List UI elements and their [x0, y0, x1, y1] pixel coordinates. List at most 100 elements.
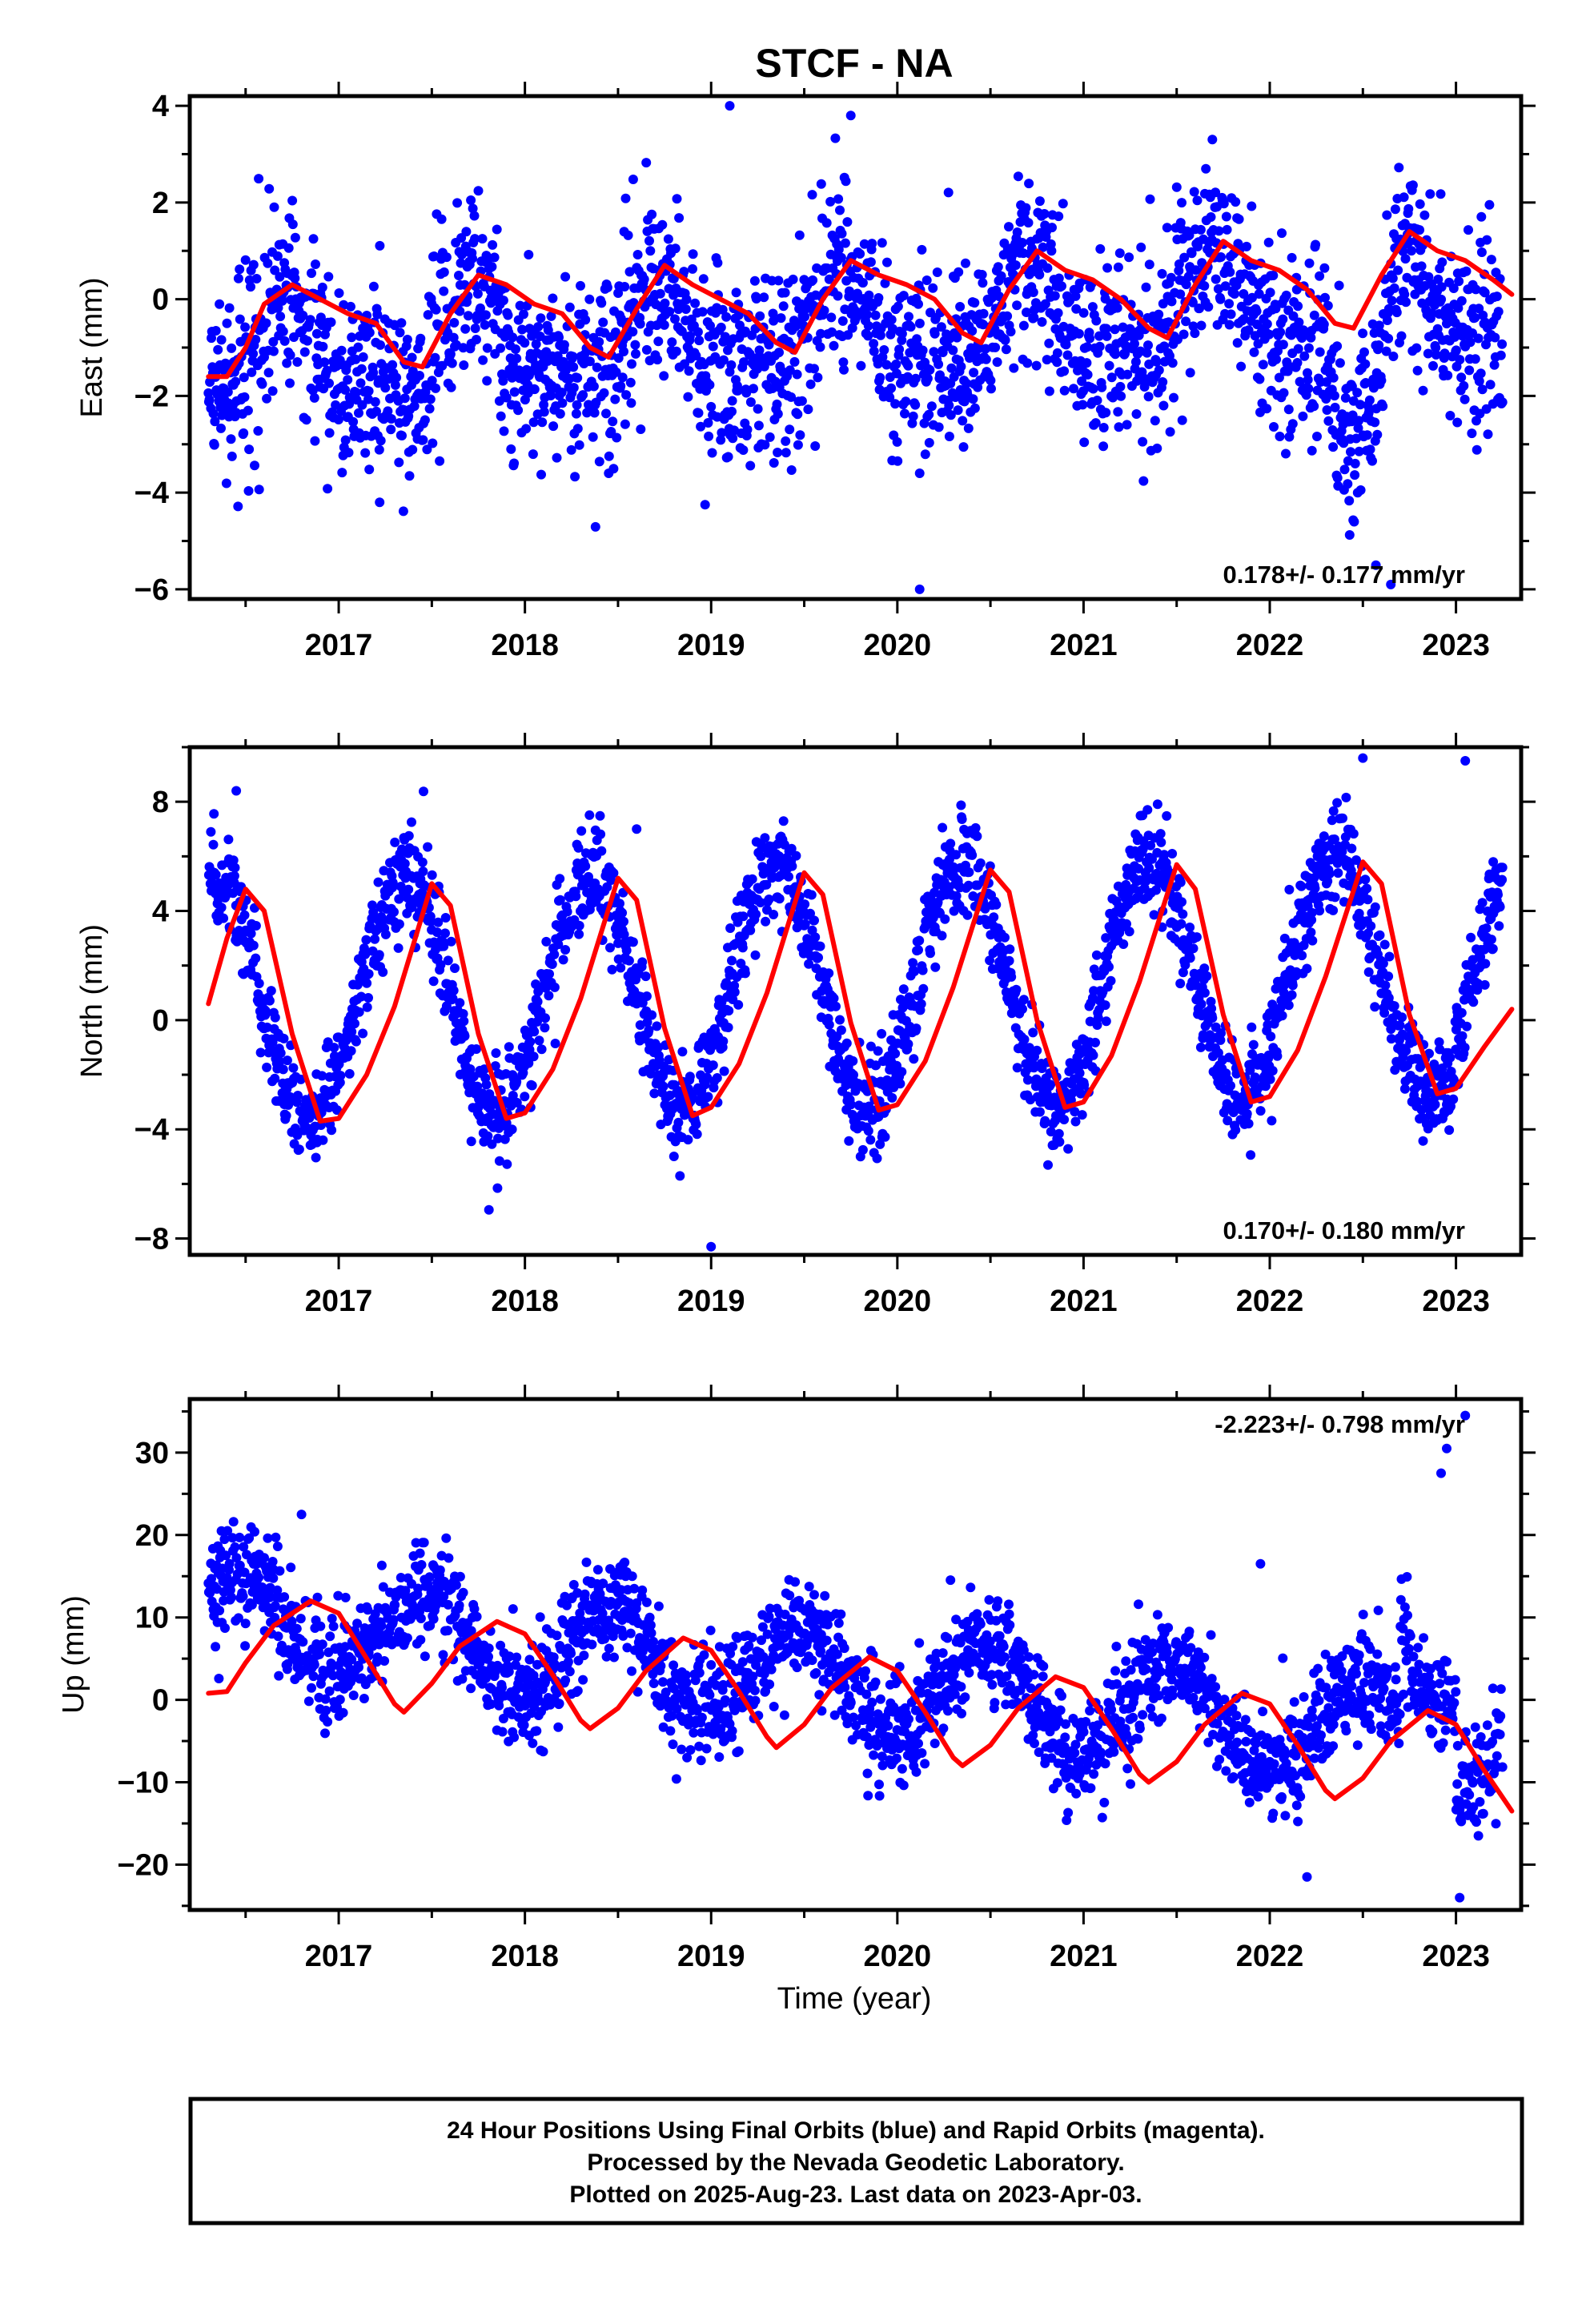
- plot-frame: [187, 745, 1524, 1257]
- data-point: [875, 1139, 885, 1149]
- data-point: [917, 244, 927, 255]
- data-point: [459, 1016, 469, 1027]
- data-point: [1162, 810, 1172, 821]
- data-point: [532, 996, 543, 1007]
- data-point: [640, 971, 651, 982]
- data-point: [287, 195, 298, 206]
- data-point: [387, 360, 398, 370]
- data-point: [1166, 272, 1176, 283]
- data-point: [528, 417, 539, 428]
- data-point: [1354, 446, 1364, 456]
- data-point: [408, 444, 418, 455]
- data-point: [501, 392, 512, 403]
- data-point: [562, 907, 572, 917]
- data-point: [774, 348, 784, 358]
- data-point: [816, 179, 826, 189]
- data-point: [423, 310, 433, 320]
- data-point: [693, 408, 704, 418]
- data-point: [835, 1015, 845, 1025]
- data-point: [873, 1046, 883, 1056]
- data-point: [1493, 307, 1504, 317]
- data-point: [1143, 340, 1153, 351]
- data-point: [1444, 1125, 1455, 1136]
- data-point: [1190, 328, 1200, 339]
- data-point: [248, 259, 259, 270]
- data-point: [1352, 388, 1363, 398]
- data-point: [628, 298, 639, 308]
- data-point: [1295, 376, 1305, 387]
- data-point: [1380, 980, 1391, 991]
- data-point: [864, 1101, 874, 1112]
- data-point: [493, 1133, 503, 1144]
- data-point: [1476, 951, 1486, 962]
- data-point: [592, 362, 602, 372]
- data-point: [1159, 850, 1170, 860]
- data-point: [1215, 294, 1226, 304]
- fit-line: [206, 229, 1515, 380]
- data-point: [428, 976, 439, 987]
- data-point: [568, 362, 579, 372]
- data-point: [344, 1068, 355, 1079]
- data-point: [1221, 211, 1231, 222]
- data-point: [580, 861, 591, 871]
- data-point: [336, 345, 347, 356]
- data-point: [961, 258, 970, 268]
- data-point: [985, 955, 995, 966]
- data-point: [1428, 360, 1438, 371]
- data-point: [229, 870, 239, 881]
- data-point: [1075, 1088, 1086, 1099]
- data-point: [1039, 209, 1050, 219]
- data-point: [374, 444, 384, 455]
- data-point: [1283, 404, 1294, 415]
- data-point: [481, 1080, 492, 1090]
- data-point: [532, 1016, 542, 1027]
- data-point: [1220, 281, 1231, 292]
- data-point: [235, 314, 245, 324]
- data-point: [773, 275, 784, 286]
- data-point: [710, 352, 721, 362]
- data-point: [531, 339, 541, 349]
- data-point: [509, 387, 520, 397]
- data-point: [930, 962, 941, 972]
- data-point: [793, 409, 803, 420]
- x-tick-label: 2023: [1422, 1285, 1490, 1318]
- data-point: [1184, 230, 1195, 240]
- data-point: [492, 1183, 503, 1193]
- data-point: [512, 1076, 522, 1087]
- data-point: [1009, 363, 1019, 373]
- data-point: [856, 360, 866, 371]
- data-point: [1213, 1047, 1223, 1058]
- data-point: [1028, 1027, 1038, 1038]
- data-point: [694, 336, 705, 346]
- data-point: [787, 861, 797, 871]
- data-point: [422, 444, 432, 455]
- data-point: [978, 278, 988, 288]
- data-point: [1344, 496, 1355, 506]
- data-point: [482, 376, 492, 386]
- data-point: [756, 851, 766, 862]
- data-point: [804, 959, 814, 969]
- outlier-point: [914, 584, 925, 594]
- data-point: [347, 332, 357, 343]
- data-point: [1082, 358, 1092, 368]
- data-point: [1364, 404, 1375, 415]
- data-point: [628, 937, 638, 947]
- data-point: [288, 1063, 299, 1073]
- data-point: [556, 388, 567, 397]
- data-point: [1440, 1073, 1451, 1084]
- data-point: [956, 800, 966, 810]
- data-point: [380, 929, 391, 939]
- data-point: [1333, 868, 1343, 879]
- data-point: [1264, 329, 1275, 340]
- data-point: [358, 1028, 368, 1039]
- data-point: [898, 984, 909, 995]
- x-tick-label: 2019: [677, 1285, 745, 1318]
- data-point: [1022, 358, 1033, 368]
- data-point: [1262, 404, 1272, 414]
- data-point: [1124, 252, 1134, 263]
- data-point: [233, 1613, 243, 1623]
- data-point: [791, 850, 801, 861]
- data-point: [553, 939, 564, 950]
- data-point: [1332, 798, 1343, 808]
- data-point: [1077, 376, 1087, 386]
